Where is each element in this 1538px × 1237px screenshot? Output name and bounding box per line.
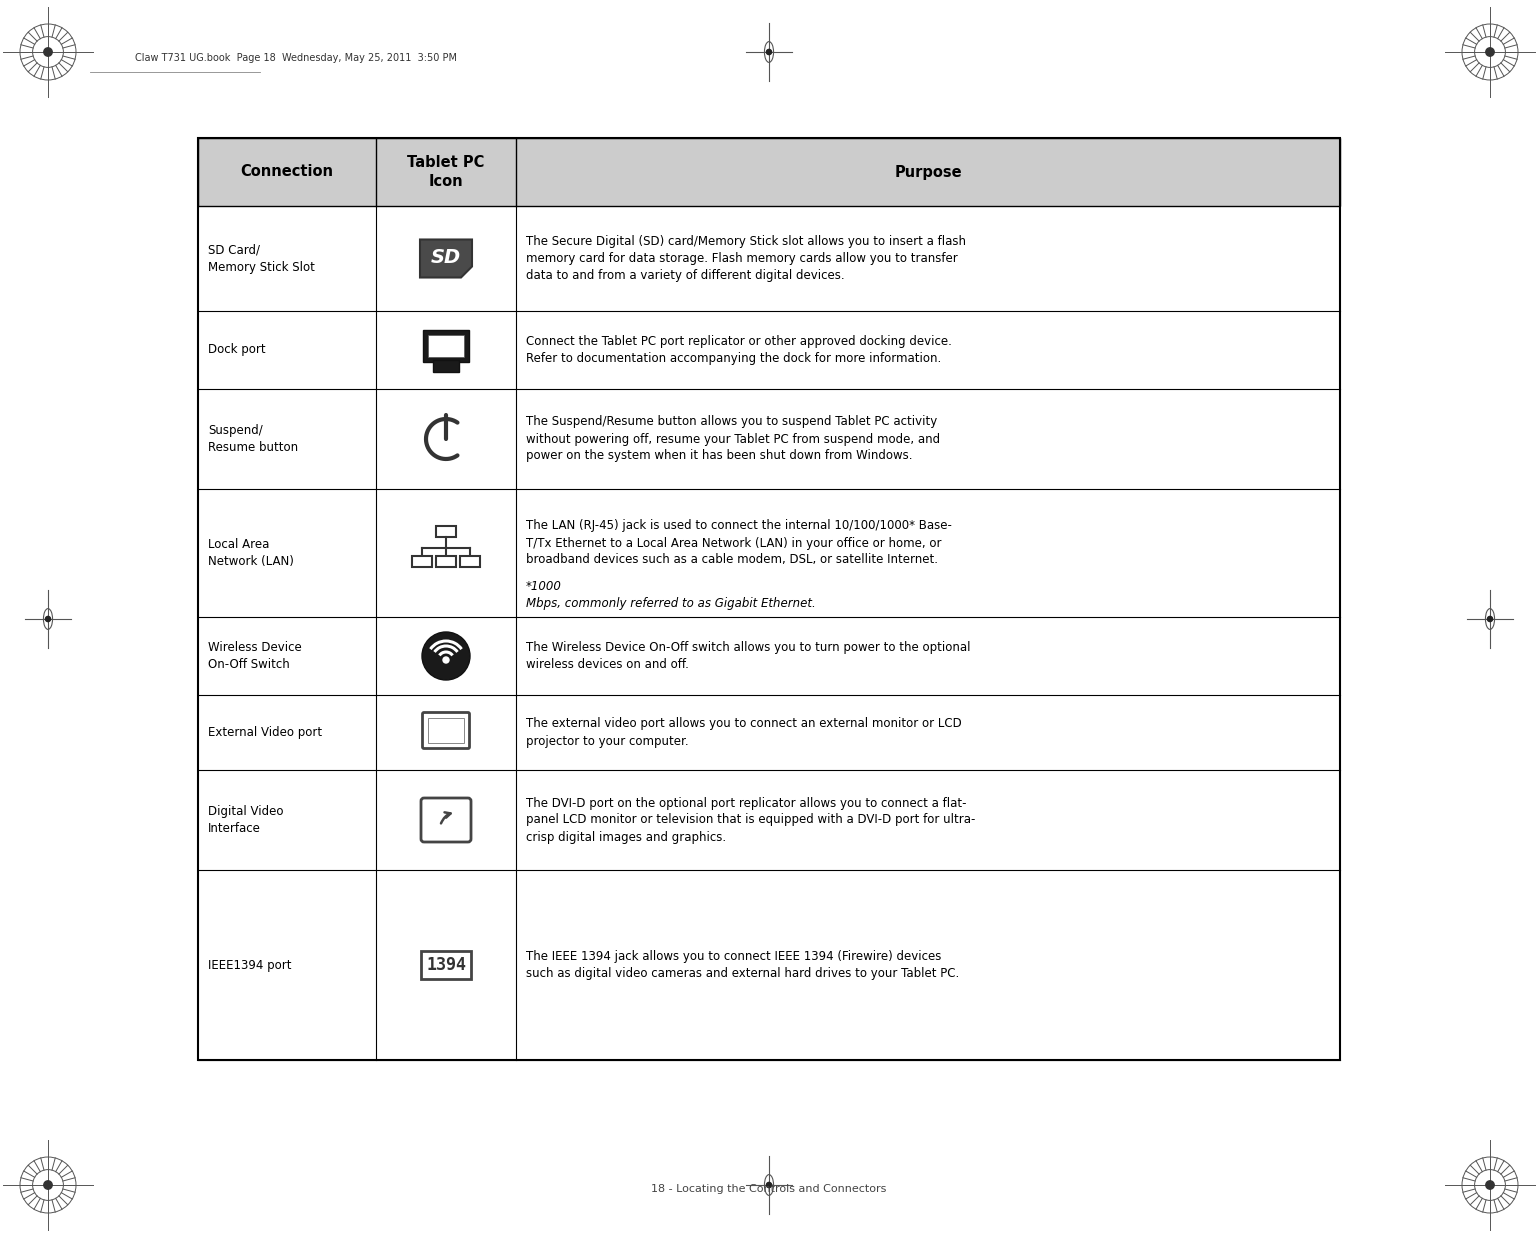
- Bar: [428, 335, 464, 357]
- Circle shape: [766, 49, 772, 54]
- Circle shape: [443, 657, 449, 663]
- Text: The Suspend/Resume button allows you to suspend Tablet PC activity
without power: The Suspend/Resume button allows you to …: [526, 416, 940, 463]
- Text: The external video port allows you to connect an external monitor or LCD
project: The external video port allows you to co…: [526, 717, 961, 747]
- Circle shape: [421, 632, 471, 680]
- Text: 1394: 1394: [426, 956, 466, 974]
- Text: The IEEE 1394 jack allows you to connect IEEE 1394 (Firewire) devices
such as di: The IEEE 1394 jack allows you to connect…: [526, 950, 960, 980]
- Text: The Secure Digital (SD) card/Memory Stick slot allows you to insert a flash
memo: The Secure Digital (SD) card/Memory Stic…: [526, 235, 966, 282]
- Circle shape: [1486, 48, 1495, 56]
- Circle shape: [1486, 1181, 1495, 1189]
- Text: Wireless Device
On-Off Switch: Wireless Device On-Off Switch: [208, 641, 301, 670]
- Bar: [434, 360, 458, 372]
- Text: SD: SD: [431, 247, 461, 267]
- Text: Connection: Connection: [240, 165, 334, 179]
- Text: Local Area
Network (LAN): Local Area Network (LAN): [208, 538, 294, 568]
- Text: External Video port: External Video port: [208, 726, 321, 738]
- Text: Connect the Tablet PC port replicator or other approved docking device.
Refer to: Connect the Tablet PC port replicator or…: [526, 335, 952, 365]
- Text: IEEE1394 port: IEEE1394 port: [208, 959, 292, 971]
- Bar: [435, 526, 455, 537]
- Bar: [423, 330, 469, 362]
- Text: 18 - Locating the Controls and Connectors: 18 - Locating the Controls and Connector…: [651, 1184, 887, 1194]
- Text: *1000
Mbps, commonly referred to as Gigabit Ethernet.: *1000 Mbps, commonly referred to as Giga…: [526, 580, 815, 610]
- Text: Dock port: Dock port: [208, 344, 266, 356]
- Text: The Wireless Device On-Off switch allows you to turn power to the optional
wirel: The Wireless Device On-Off switch allows…: [526, 641, 970, 670]
- Text: Suspend/
Resume button: Suspend/ Resume button: [208, 424, 298, 454]
- Text: Purpose: Purpose: [894, 165, 961, 179]
- Bar: [412, 555, 432, 567]
- Bar: [198, 139, 1340, 1060]
- Text: Tablet PC
Icon: Tablet PC Icon: [408, 155, 484, 189]
- Text: Digital Video
Interface: Digital Video Interface: [208, 805, 283, 835]
- Circle shape: [1487, 616, 1492, 622]
- Text: The LAN (RJ-45) jack is used to connect the internal 10/100/1000* Base-
T/Tx Eth: The LAN (RJ-45) jack is used to connect …: [526, 520, 952, 567]
- Circle shape: [46, 616, 51, 622]
- Circle shape: [43, 48, 52, 56]
- Text: Claw T731 UG.book  Page 18  Wednesday, May 25, 2011  3:50 PM: Claw T731 UG.book Page 18 Wednesday, May…: [135, 53, 457, 63]
- Text: The DVI-D port on the optional port replicator allows you to connect a flat-
pan: The DVI-D port on the optional port repl…: [526, 797, 975, 844]
- FancyBboxPatch shape: [423, 713, 469, 748]
- Circle shape: [766, 1183, 772, 1188]
- Text: SD Card/
Memory Stick Slot: SD Card/ Memory Stick Slot: [208, 244, 315, 273]
- Circle shape: [43, 1181, 52, 1189]
- FancyBboxPatch shape: [421, 798, 471, 842]
- Bar: [421, 951, 471, 978]
- Bar: [435, 555, 455, 567]
- Bar: [460, 555, 480, 567]
- Bar: [428, 717, 464, 743]
- Bar: [198, 139, 1340, 207]
- Polygon shape: [420, 240, 472, 277]
